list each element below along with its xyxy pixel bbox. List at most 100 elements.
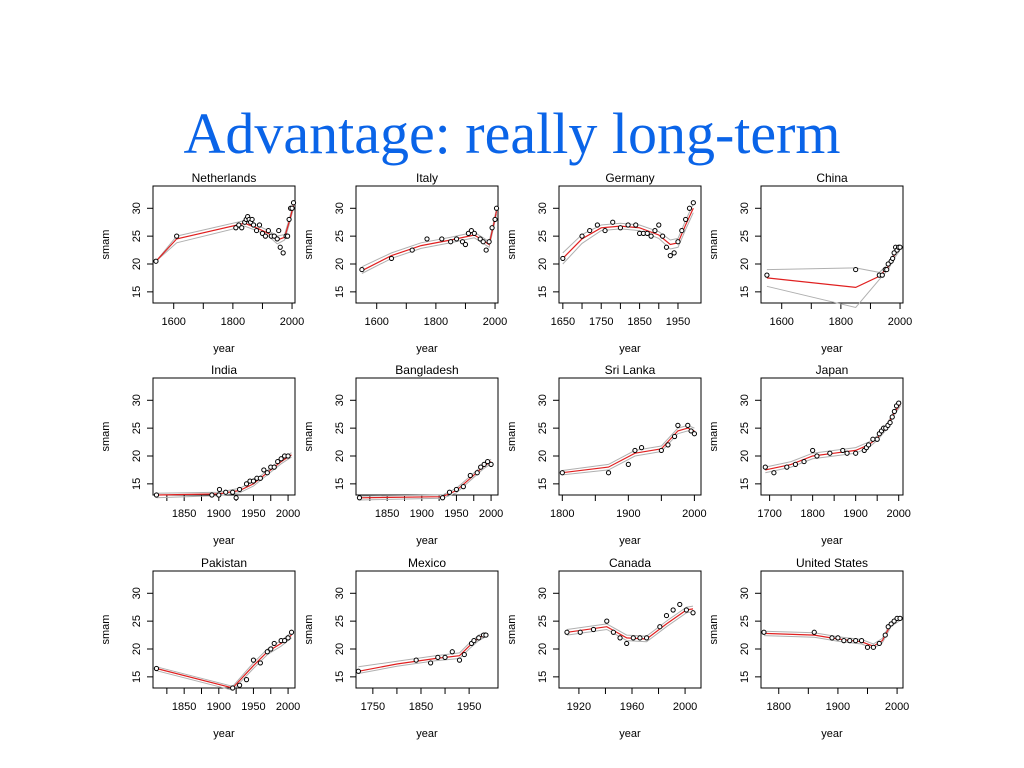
plot-frame [558,185,702,304]
data-point [853,450,859,456]
data-point [250,478,257,484]
plot-frame [760,185,904,304]
data-point [890,255,896,262]
data-point [610,219,616,225]
data-point [285,635,291,641]
data-point [264,470,270,476]
data-point [844,450,850,456]
data-point [858,638,865,644]
plot-frame [760,377,904,496]
data-point [643,635,650,641]
data-point [359,266,365,273]
data-point [663,612,670,619]
x-tick-label: 1600 [769,316,793,328]
x-axis-label: year [619,535,641,547]
data-point [617,635,623,641]
y-axis-label: smam [708,422,720,452]
data-point [448,239,454,245]
panel-japan: Japan 15 20 25 30 smam 1700 1800 1900 2000 year [708,363,911,547]
data-point [625,461,631,467]
data-point [285,453,291,459]
data-point [230,685,236,691]
data-point [153,258,159,264]
data-point [889,414,895,420]
fitted-line [566,608,694,640]
y-tick-label: 25 [739,422,751,434]
data-point [633,222,639,228]
data-point [216,492,222,498]
plot-frame [152,570,296,689]
x-axis-label: year [416,535,438,547]
data-point [257,475,263,481]
data-point [230,489,236,495]
y-tick-label: 15 [537,671,549,683]
panel-title: Sri Lanka [605,363,656,377]
data-point [876,640,882,647]
x-axis-label: year [821,728,843,740]
y-tick-label: 30 [334,202,346,214]
x-tick-label: 1950 [457,701,481,713]
panel-mexico: Mexico 15 20 25 30 smam 1750 1850 1950 year [303,556,499,740]
data-point [483,632,489,638]
x-tick-label: 1900 [843,508,867,520]
y-tick-label: 25 [739,615,751,627]
data-point [153,492,160,498]
data-point [243,481,250,487]
data-point [644,230,650,236]
confidence-band-upper [358,631,487,668]
data-point [897,615,903,621]
fitted-line [562,208,694,259]
x-tick-label: 1750 [361,701,385,713]
y-tick-label: 15 [334,286,346,298]
data-point [439,236,445,242]
panel-title: India [211,363,237,377]
fitted-line [358,633,487,672]
data-point [632,447,638,454]
y-tick-label: 20 [537,450,549,462]
data-point [690,610,696,616]
y-tick-label: 25 [537,422,549,434]
panel-title: Netherlands [192,171,257,185]
data-point [690,200,696,206]
data-point [874,436,880,442]
data-point [268,646,274,652]
data-point [896,400,902,406]
x-tick-label: 2000 [479,508,503,520]
data-point [840,447,846,454]
data-point [489,225,495,231]
confidence-band-lower [361,213,497,274]
data-point [604,618,610,624]
data-point [282,638,288,644]
x-tick-label: 1950 [241,508,265,520]
data-point [590,626,597,633]
x-tick-label: 1700 [757,508,781,520]
data-point [262,233,269,239]
x-tick-label: 2000 [483,316,507,328]
confidence-band-upper [155,202,294,262]
y-tick-label: 15 [739,478,751,490]
data-point [870,436,876,442]
y-tick-label: 15 [739,286,751,298]
data-point [891,408,897,415]
confidence-band-upper [156,452,292,494]
confidence-band-lower [766,249,901,309]
x-axis-label: year [821,343,843,355]
data-point [480,239,486,245]
x-tick-label: 1950 [241,701,265,713]
data-point [409,247,415,253]
x-axis-label: year [416,343,438,355]
data-point [275,458,281,465]
panel-india: India 15 20 25 30 smam 1850 1900 1950 2000 year [100,363,300,547]
data-point [624,640,630,647]
data-point [277,244,283,250]
y-axis-label: smam [708,615,720,645]
x-tick-label: 2000 [886,508,910,520]
data-point [630,635,636,641]
data-point [278,456,284,462]
x-axis-label: year [619,728,641,740]
y-tick-label: 15 [334,478,346,490]
data-point [174,233,180,239]
x-tick-label: 1920 [567,701,591,713]
y-tick-label: 20 [131,643,143,655]
data-point [677,601,683,608]
